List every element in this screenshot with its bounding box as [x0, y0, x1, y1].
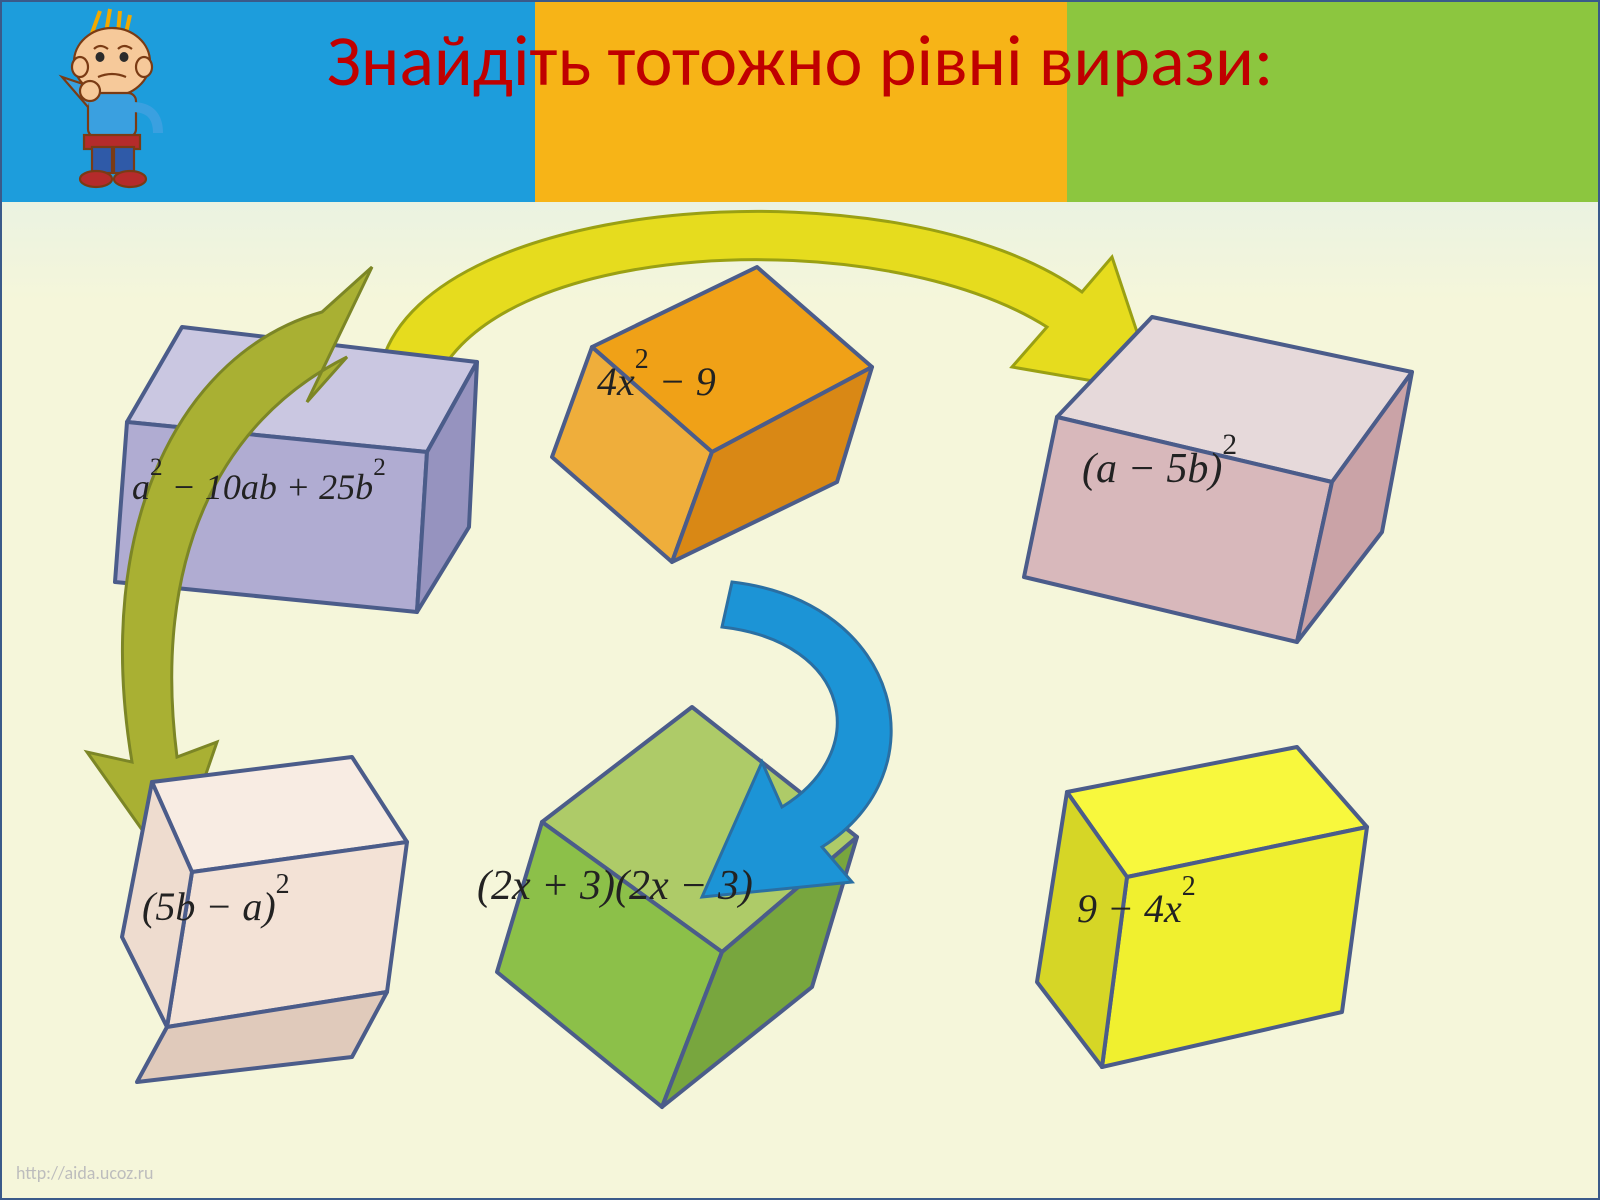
expr-orange: 4x2 − 9 [597, 357, 716, 405]
expr-text: (2x + 3)(2x − 3) [477, 863, 753, 909]
expr-pink: (a − 5b)2 [1082, 442, 1237, 493]
expr-beige: (5b − a)2 [142, 882, 290, 930]
slide: Знайдіть тотожно рівні вирази: [0, 0, 1600, 1200]
expr-yellow: 9 − 4x2 [1077, 884, 1196, 932]
arrow-middle [2, 2, 1600, 1200]
expr-text: 4x2 − 9 [597, 359, 716, 404]
expr-text: (5b − a)2 [142, 884, 290, 929]
expr-text: a2 − 10ab + 25b2 [132, 467, 386, 507]
expr-text: 9 − 4x2 [1077, 886, 1196, 931]
watermark: http://aida.ucoz.ru [16, 1162, 154, 1184]
expr-purple: a2 − 10ab + 25b2 [132, 465, 386, 508]
expr-green: (2x + 3)(2x − 3) [477, 862, 753, 910]
expr-text: (a − 5b)2 [1082, 446, 1237, 492]
